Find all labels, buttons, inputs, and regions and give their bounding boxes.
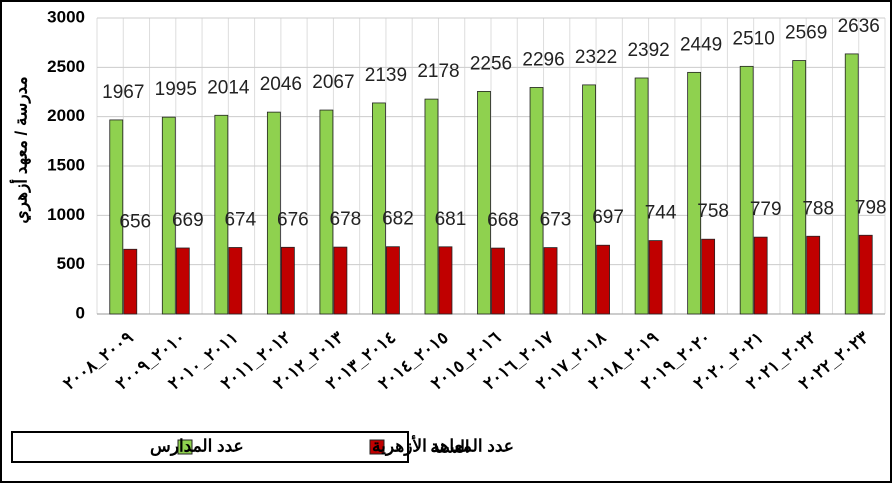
bar [529, 87, 544, 315]
y-tick-label: 0 [76, 303, 85, 322]
legend-swatch [369, 439, 385, 455]
value-label: 2322 [575, 47, 617, 68]
bar [333, 246, 348, 315]
value-label: 2014 [207, 77, 250, 98]
bar [701, 238, 716, 315]
bar [214, 114, 229, 315]
value-label: 682 [382, 209, 414, 230]
value-label: 788 [802, 198, 834, 219]
value-label: 681 [435, 209, 467, 230]
legend-swatch [177, 439, 193, 455]
value-label: 668 [487, 210, 519, 231]
y-tick-label: 2000 [47, 106, 85, 125]
bar [543, 247, 558, 315]
bar [424, 98, 439, 315]
value-label: 669 [172, 210, 204, 231]
value-label: 2256 [470, 53, 512, 74]
value-label: 697 [592, 207, 624, 228]
value-label: 1995 [155, 79, 197, 100]
bar [477, 91, 491, 315]
bar [687, 71, 702, 315]
y-tick-label: 2500 [47, 57, 85, 76]
bar [491, 247, 505, 315]
value-label: 2636 [838, 16, 880, 37]
value-label: 2510 [733, 28, 775, 49]
legend-label: عدد المعاهد الأزهرية [372, 434, 514, 456]
value-label: 2139 [365, 65, 407, 86]
bar [123, 248, 138, 315]
bar [319, 109, 334, 315]
value-label: 1967 [102, 82, 144, 103]
value-label: 2449 [680, 34, 722, 55]
bar [582, 84, 596, 315]
y-tick-label: 500 [57, 254, 85, 273]
bar [739, 65, 754, 315]
bar [806, 235, 821, 315]
value-label: 2296 [522, 49, 564, 70]
legend-box [11, 431, 409, 463]
value-label: 676 [277, 209, 309, 230]
value-label: 656 [119, 211, 151, 232]
bar [858, 234, 873, 315]
bar [792, 60, 807, 315]
value-label: 779 [750, 199, 782, 220]
bar [266, 111, 281, 315]
value-label: 744 [645, 203, 677, 224]
bar [228, 247, 243, 315]
bar [753, 236, 768, 315]
y-axis-label: مدرسة / معهد أزهري [8, 76, 31, 223]
y-tick-label: 1500 [47, 155, 85, 174]
bar [175, 247, 190, 315]
x-axis-label: السنة [430, 437, 469, 456]
y-tick-label: 3000 [47, 7, 85, 26]
bar [596, 244, 610, 315]
value-label: 673 [540, 210, 572, 231]
bar [109, 119, 124, 315]
bar [161, 116, 176, 315]
bar [844, 53, 859, 315]
value-label: 2178 [417, 61, 459, 82]
bar [438, 246, 453, 315]
bar [280, 246, 295, 315]
value-label: 2392 [627, 40, 669, 61]
value-label: 674 [224, 210, 256, 231]
legend-label: عدد المدارس [150, 436, 244, 456]
bar [648, 240, 663, 315]
bar [634, 77, 649, 315]
bar [386, 246, 400, 315]
value-label: 2067 [312, 72, 354, 93]
y-tick-label: 1000 [47, 205, 85, 224]
value-label: 758 [697, 201, 729, 222]
bar [372, 102, 386, 315]
value-label: 2569 [785, 23, 827, 44]
value-label: 678 [330, 209, 362, 230]
value-label: 2046 [260, 74, 302, 95]
value-label: 798 [855, 197, 887, 218]
